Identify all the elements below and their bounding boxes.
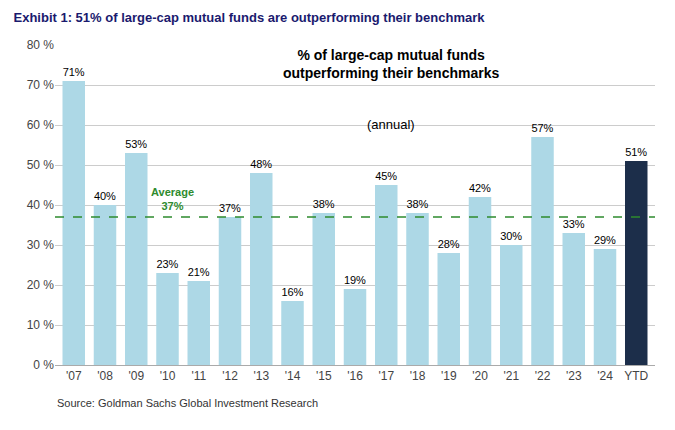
svg-text:'13: '13 bbox=[253, 369, 269, 383]
svg-text:'20: '20 bbox=[472, 369, 488, 383]
svg-text:57%: 57% bbox=[531, 122, 553, 134]
svg-text:16%: 16% bbox=[281, 286, 303, 298]
svg-text:80 %: 80 % bbox=[27, 38, 55, 52]
svg-text:60 %: 60 % bbox=[27, 118, 55, 132]
svg-text:30%: 30% bbox=[500, 230, 522, 242]
svg-text:23%: 23% bbox=[156, 258, 178, 270]
svg-text:'19: '19 bbox=[441, 369, 457, 383]
svg-text:51%: 51% bbox=[625, 146, 647, 158]
svg-text:38%: 38% bbox=[313, 198, 335, 210]
svg-text:29%: 29% bbox=[594, 234, 616, 246]
svg-text:'14: '14 bbox=[285, 369, 301, 383]
svg-text:'16: '16 bbox=[347, 369, 363, 383]
svg-text:'17: '17 bbox=[378, 369, 394, 383]
svg-text:'22: '22 bbox=[535, 369, 551, 383]
svg-text:'12: '12 bbox=[222, 369, 238, 383]
svg-text:'07: '07 bbox=[66, 369, 82, 383]
svg-text:45%: 45% bbox=[375, 170, 397, 182]
svg-text:'23: '23 bbox=[566, 369, 582, 383]
svg-text:(annual): (annual) bbox=[367, 117, 415, 132]
svg-text:Exhibit 1: 51% of large-cap mu: Exhibit 1: 51% of large-cap mutual funds… bbox=[14, 10, 486, 25]
svg-text:40 %: 40 % bbox=[27, 198, 55, 212]
svg-text:0 %: 0 % bbox=[33, 358, 54, 372]
svg-text:'10: '10 bbox=[160, 369, 176, 383]
svg-text:38%: 38% bbox=[406, 198, 428, 210]
svg-text:28%: 28% bbox=[438, 238, 460, 250]
svg-text:53%: 53% bbox=[125, 138, 147, 150]
svg-text:10 %: 10 % bbox=[27, 318, 55, 332]
svg-text:'21: '21 bbox=[503, 369, 519, 383]
svg-text:Source: Goldman Sachs Global I: Source: Goldman Sachs Global Investment … bbox=[57, 397, 318, 409]
svg-text:50 %: 50 % bbox=[27, 158, 55, 172]
svg-text:30 %: 30 % bbox=[27, 238, 55, 252]
svg-text:'15: '15 bbox=[316, 369, 332, 383]
svg-text:19%: 19% bbox=[344, 274, 366, 286]
svg-text:'08: '08 bbox=[97, 369, 113, 383]
svg-text:71%: 71% bbox=[63, 66, 85, 78]
svg-text:42%: 42% bbox=[469, 182, 491, 194]
svg-text:40%: 40% bbox=[94, 190, 116, 202]
svg-text:'11: '11 bbox=[191, 369, 206, 383]
svg-text:% of large-cap mutual fundsout: % of large-cap mutual fundsoutperforming… bbox=[283, 47, 499, 81]
svg-text:'24: '24 bbox=[597, 369, 613, 383]
svg-text:20 %: 20 % bbox=[27, 278, 55, 292]
svg-text:33%: 33% bbox=[563, 218, 585, 230]
svg-text:YTD: YTD bbox=[624, 369, 648, 383]
svg-text:70 %: 70 % bbox=[27, 78, 55, 92]
svg-text:48%: 48% bbox=[250, 158, 272, 170]
svg-text:21%: 21% bbox=[188, 266, 210, 278]
svg-text:'18: '18 bbox=[410, 369, 426, 383]
svg-text:37%: 37% bbox=[219, 202, 241, 214]
svg-text:'09: '09 bbox=[128, 369, 144, 383]
svg-text:Average37%: Average37% bbox=[151, 186, 194, 212]
